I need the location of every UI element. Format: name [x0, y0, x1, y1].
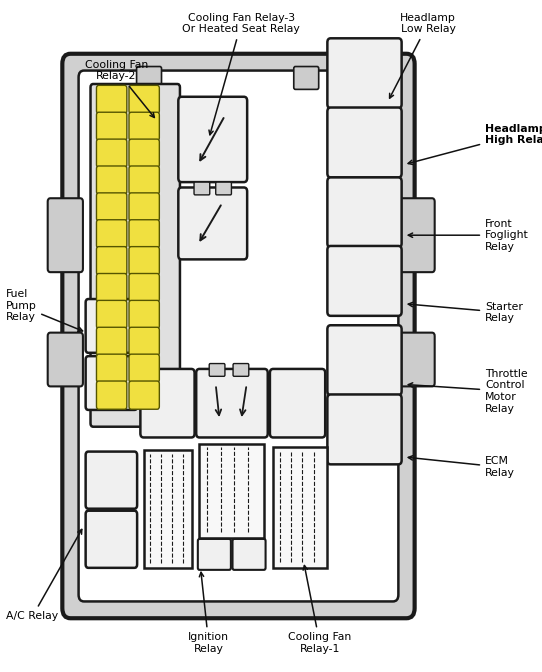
FancyBboxPatch shape	[216, 182, 231, 195]
FancyBboxPatch shape	[137, 67, 162, 89]
Text: A/C Relay: A/C Relay	[7, 530, 82, 621]
FancyBboxPatch shape	[129, 139, 159, 167]
FancyBboxPatch shape	[129, 193, 159, 221]
Text: Headlamp
Low Relay: Headlamp Low Relay	[390, 13, 456, 98]
FancyBboxPatch shape	[96, 247, 127, 275]
FancyBboxPatch shape	[96, 166, 127, 194]
FancyBboxPatch shape	[399, 333, 435, 386]
FancyBboxPatch shape	[96, 354, 127, 382]
Text: Cooling Fan
Relay-2: Cooling Fan Relay-2	[85, 60, 154, 118]
Text: Front
Foglight
Relay: Front Foglight Relay	[408, 218, 529, 252]
FancyBboxPatch shape	[327, 325, 402, 395]
FancyBboxPatch shape	[399, 198, 435, 272]
Text: Throttle
Control
Motor
Relay: Throttle Control Motor Relay	[408, 369, 528, 413]
FancyBboxPatch shape	[96, 381, 127, 409]
FancyBboxPatch shape	[194, 182, 210, 195]
FancyBboxPatch shape	[198, 539, 231, 570]
FancyBboxPatch shape	[327, 38, 402, 108]
Text: Cooling Fan
Relay-1: Cooling Fan Relay-1	[288, 566, 351, 654]
FancyBboxPatch shape	[233, 364, 249, 376]
FancyBboxPatch shape	[178, 187, 247, 259]
Bar	[273, 447, 327, 568]
FancyBboxPatch shape	[129, 166, 159, 194]
FancyBboxPatch shape	[270, 369, 325, 437]
Bar	[144, 450, 192, 568]
FancyBboxPatch shape	[91, 84, 180, 427]
FancyBboxPatch shape	[96, 300, 127, 329]
FancyBboxPatch shape	[327, 177, 402, 247]
FancyBboxPatch shape	[96, 85, 127, 114]
FancyBboxPatch shape	[62, 54, 415, 618]
FancyBboxPatch shape	[129, 220, 159, 248]
FancyBboxPatch shape	[129, 327, 159, 355]
FancyBboxPatch shape	[96, 112, 127, 140]
FancyBboxPatch shape	[129, 354, 159, 382]
FancyBboxPatch shape	[129, 247, 159, 275]
FancyBboxPatch shape	[327, 108, 402, 177]
Text: Fuel
Pump
Relay: Fuel Pump Relay	[5, 289, 82, 331]
FancyBboxPatch shape	[86, 356, 137, 410]
FancyBboxPatch shape	[48, 333, 83, 386]
Text: ECM
Relay: ECM Relay	[408, 456, 515, 478]
FancyBboxPatch shape	[294, 67, 319, 89]
FancyBboxPatch shape	[86, 511, 137, 568]
Text: Cooling Fan Relay-3
Or Heated Seat Relay: Cooling Fan Relay-3 Or Heated Seat Relay	[182, 13, 300, 135]
FancyBboxPatch shape	[327, 246, 402, 316]
FancyBboxPatch shape	[96, 220, 127, 248]
FancyBboxPatch shape	[129, 300, 159, 329]
FancyBboxPatch shape	[178, 97, 247, 182]
Bar	[199, 444, 264, 538]
Text: Headlamp
High Relay: Headlamp High Relay	[408, 124, 542, 165]
FancyBboxPatch shape	[129, 112, 159, 140]
FancyBboxPatch shape	[129, 381, 159, 409]
FancyBboxPatch shape	[96, 274, 127, 302]
FancyBboxPatch shape	[233, 539, 266, 570]
FancyBboxPatch shape	[96, 139, 127, 167]
FancyBboxPatch shape	[327, 394, 402, 464]
FancyBboxPatch shape	[129, 85, 159, 114]
FancyBboxPatch shape	[140, 369, 195, 437]
FancyBboxPatch shape	[79, 71, 398, 601]
FancyBboxPatch shape	[96, 327, 127, 355]
FancyBboxPatch shape	[196, 369, 268, 437]
FancyBboxPatch shape	[86, 452, 137, 509]
Text: Ignition
Relay: Ignition Relay	[188, 573, 229, 654]
FancyBboxPatch shape	[96, 193, 127, 221]
FancyBboxPatch shape	[209, 364, 225, 376]
FancyBboxPatch shape	[48, 198, 83, 272]
FancyBboxPatch shape	[86, 299, 137, 353]
FancyBboxPatch shape	[129, 274, 159, 302]
Text: Starter
Relay: Starter Relay	[408, 302, 523, 323]
